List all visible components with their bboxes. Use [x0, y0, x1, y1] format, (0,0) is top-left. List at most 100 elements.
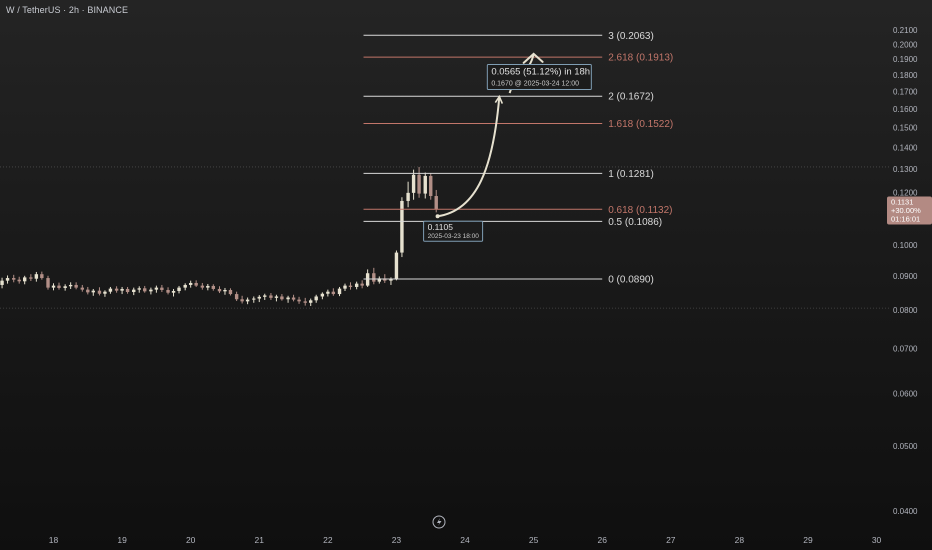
candle-body: [326, 291, 330, 294]
candle-body: [372, 273, 376, 282]
candle-body: [132, 289, 136, 293]
x-axis-tick-label: 26: [597, 535, 607, 545]
x-axis-tick-label: 19: [117, 535, 127, 545]
measure-curve: [437, 96, 501, 218]
candle-body: [343, 285, 347, 289]
candle-body: [171, 290, 176, 293]
fib-level-label: 1.618 (0.1522): [608, 119, 673, 130]
lightning-icon-bolt: [437, 518, 442, 526]
y-axis-tick-label: 0.0700: [893, 345, 918, 354]
x-axis-tick-label: 22: [323, 535, 333, 545]
candle-body: [429, 175, 433, 197]
candle-body: [97, 290, 102, 294]
y-axis-tick-label: 0.0900: [893, 272, 918, 281]
y-axis-tick-label: 0.0400: [893, 507, 918, 516]
candle-body: [400, 200, 404, 253]
x-axis-tick-label: 18: [49, 535, 59, 545]
y-axis-tick-label: 0.0800: [893, 306, 918, 315]
x-axis-tick-label: 20: [186, 535, 196, 545]
candle-body: [228, 289, 233, 295]
y-axis-tick-label: 0.1600: [893, 105, 918, 114]
current-price-tag: [887, 196, 932, 225]
candle-body: [40, 274, 44, 279]
candle-body: [5, 278, 10, 281]
candle-body: [417, 174, 421, 194]
candle-body: [309, 300, 313, 303]
candle-body: [137, 288, 141, 290]
candle-body: [234, 294, 239, 300]
x-axis-tick-label: 24: [460, 535, 470, 545]
candle-body: [274, 296, 279, 298]
candle-body: [160, 287, 164, 290]
candle-body: [348, 285, 353, 287]
candle-body: [406, 192, 410, 201]
x-axis-tick-label: 21: [255, 535, 265, 545]
candle-body: [74, 284, 78, 288]
fib-level-label: 0 (0.0890): [608, 275, 654, 286]
fib-level-label: 0.5 (0.1086): [608, 217, 662, 228]
fib-level-label: 2.618 (0.1913): [608, 53, 673, 64]
candle-body: [91, 290, 95, 293]
candle-body: [240, 299, 244, 302]
candle-body: [120, 288, 124, 291]
fib-level-label: 3 (0.2063): [608, 31, 654, 42]
candle-body: [143, 288, 147, 292]
candle-body: [57, 285, 61, 288]
candle-body: [423, 175, 427, 194]
symbol-title: W / TetherUS · 2h · BINANCE: [6, 5, 129, 15]
candle-body: [194, 282, 198, 286]
lightning-icon[interactable]: [432, 515, 446, 529]
y-axis-tick-label: 0.2000: [893, 40, 918, 49]
candle-body: [280, 296, 284, 300]
candle-body: [252, 298, 256, 300]
y-axis-tick-label: 0.1000: [893, 241, 918, 250]
candle-body: [46, 278, 50, 288]
candle-body: [188, 282, 193, 285]
y-axis-tick-label: 0.0500: [893, 442, 918, 451]
candle-body: [51, 285, 56, 288]
candle-body: [29, 277, 33, 279]
candle-body: [200, 285, 205, 288]
measure-info-box: [486, 64, 592, 91]
candle-body: [114, 288, 119, 291]
candle-body: [389, 279, 393, 281]
x-axis-tick-label: 29: [803, 535, 813, 545]
candle-body: [0, 280, 4, 285]
candle-body: [286, 297, 290, 300]
y-axis-tick-label: 0.1800: [893, 71, 918, 80]
start-label-date: 2025-03-23 18:00: [428, 233, 480, 240]
candle-body: [22, 277, 27, 282]
x-axis-tick-label: 27: [666, 535, 676, 545]
candle-body: [320, 293, 325, 297]
candle-body: [331, 291, 336, 295]
y-axis-tick-label: 0.0600: [893, 389, 918, 398]
candle-body: [177, 287, 181, 291]
candle-body: [211, 285, 216, 289]
x-axis-tick-label: 28: [735, 535, 745, 545]
candle-body: [103, 291, 107, 294]
fib-level-label: 0.618 (0.1132): [608, 205, 672, 216]
start-label-price: 0.1105: [428, 222, 454, 232]
lightning-icon-ring: [432, 515, 446, 529]
candle-body: [217, 288, 222, 292]
measure-change-text: 0.0565 (51.12%) in 18h: [491, 67, 590, 78]
y-axis-tick-label: 0.1900: [893, 55, 918, 64]
candle-body: [80, 287, 85, 290]
start-label-box: [423, 220, 484, 242]
current-price-tag-text: 01:16:01: [891, 215, 920, 224]
candle-body: [377, 278, 381, 282]
candle-body: [245, 299, 250, 302]
candle-body: [206, 285, 210, 288]
candle-body: [297, 299, 301, 302]
fib-level-label: 1 (0.1281): [608, 169, 654, 180]
y-axis-tick-label: 0.1200: [893, 188, 918, 197]
candle-body: [394, 252, 399, 280]
fib-level-label: 2 (0.1672): [608, 92, 654, 103]
candle-body: [263, 295, 267, 297]
candle-body: [411, 174, 416, 193]
current-price-tag-text: 0.1131: [891, 198, 913, 207]
measure-start-point: [435, 214, 440, 219]
measure-arrowhead: [494, 94, 504, 104]
